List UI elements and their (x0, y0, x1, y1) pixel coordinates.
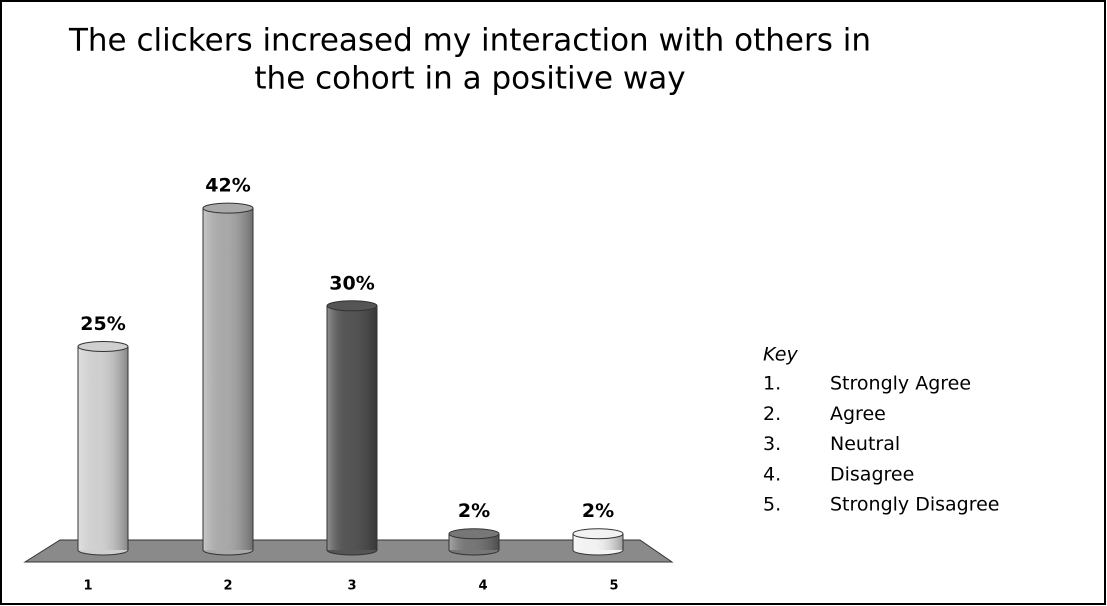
bar-top (572, 528, 624, 540)
bar-top (448, 528, 500, 540)
chart-title: The clickers increased my interaction wi… (68, 23, 871, 59)
key-label: Agree (830, 403, 886, 425)
bar-top (202, 202, 254, 214)
value-label: 2% (582, 500, 614, 522)
x-tick-label: 1 (83, 579, 92, 594)
bar-shade (203, 208, 253, 550)
chart-title: the cohort in a positive way (254, 61, 685, 97)
key-label: Strongly Disagree (830, 494, 999, 516)
x-tick-label: 4 (478, 579, 487, 594)
bar-shade (78, 346, 128, 550)
key-number: 2. (763, 403, 781, 425)
key-number: 5. (763, 494, 781, 516)
x-tick-label: 2 (223, 579, 232, 594)
bar-top (326, 300, 378, 312)
bar-shade (327, 305, 377, 550)
key-label: Neutral (830, 433, 900, 455)
key-label: Strongly Agree (830, 373, 971, 395)
x-tick-label: 3 (347, 579, 356, 594)
x-tick-label: 5 (609, 579, 618, 594)
value-label: 42% (205, 175, 250, 197)
value-label: 30% (329, 272, 374, 294)
bar-top (77, 341, 129, 352)
key-number: 4. (763, 463, 781, 485)
key-title: Key (763, 344, 798, 366)
key-label: Disagree (830, 463, 914, 485)
key-number: 3. (763, 433, 781, 455)
key-number: 1. (763, 373, 781, 395)
value-label: 25% (80, 313, 125, 335)
value-label: 2% (458, 500, 490, 522)
